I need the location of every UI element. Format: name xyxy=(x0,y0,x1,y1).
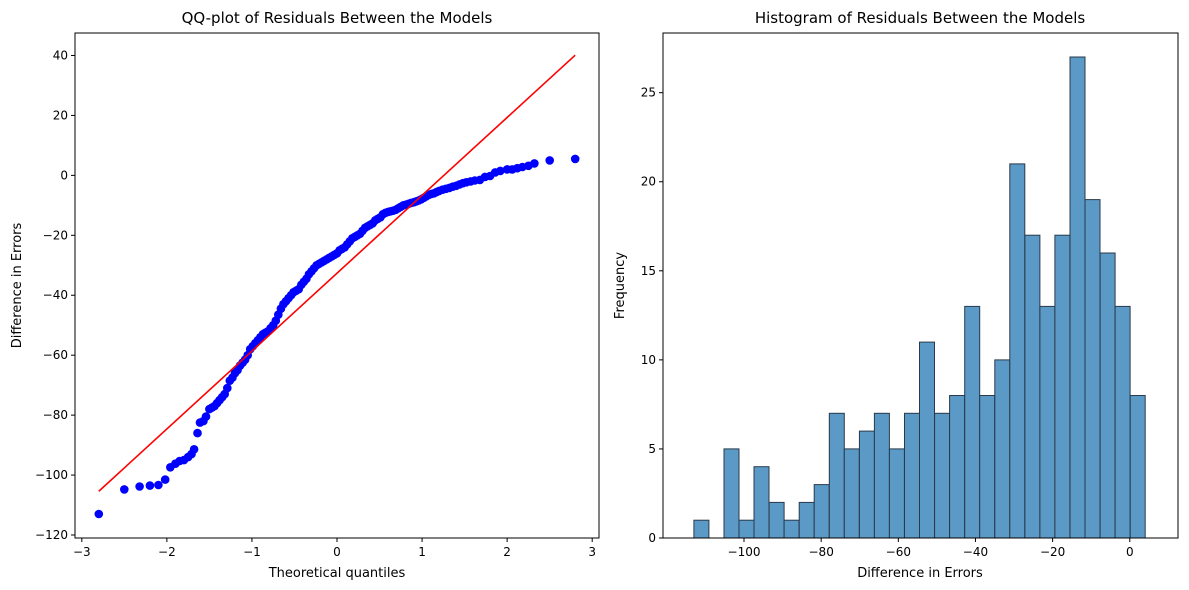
qq-point xyxy=(193,428,202,438)
qq-y-axis-label: Difference in Errors xyxy=(10,222,25,348)
qq-x-tick-label: −1 xyxy=(243,545,261,559)
hist-x-tick-label: −60 xyxy=(886,545,911,559)
qq-y-tick-label: −60 xyxy=(43,348,68,362)
qq-y-ticks: −120 −100 −80 −60 −40 −20 0 20 40 xyxy=(35,48,75,542)
hist-y-tick-label: 5 xyxy=(648,442,656,456)
hist-bar xyxy=(949,395,966,539)
hist-x-tick-label: −80 xyxy=(809,545,834,559)
hist-bar xyxy=(1039,305,1056,539)
qq-point xyxy=(496,166,505,176)
qq-point xyxy=(570,154,580,164)
hist-bar xyxy=(843,448,860,539)
hist-x-tick-label: −20 xyxy=(1040,545,1065,559)
hist-bar xyxy=(753,466,770,539)
qq-x-ticks: −3 −2 −1 0 1 2 3 xyxy=(73,538,596,559)
hist-x-ticks: −100 −80 −60 −40 −20 0 xyxy=(728,538,1134,559)
hist-bar xyxy=(1054,234,1071,539)
qq-y-tick-label: −40 xyxy=(43,288,68,302)
hist-bar xyxy=(1009,163,1026,539)
qq-x-tick-label: 2 xyxy=(503,545,511,559)
hist-y-ticks: 0 5 10 15 20 25 xyxy=(641,86,663,545)
hist-title: Histogram of Residuals Between the Model… xyxy=(755,9,1086,27)
qq-y-tick-label: 20 xyxy=(53,108,68,122)
hist-bar xyxy=(904,412,920,539)
hist-y-tick-label: 10 xyxy=(641,353,656,367)
qq-axes-frame xyxy=(74,32,600,539)
qq-reference-line xyxy=(98,54,576,492)
qq-point xyxy=(120,485,129,494)
qq-point xyxy=(530,159,539,168)
hist-bar xyxy=(783,519,800,539)
qq-point xyxy=(545,156,554,165)
qq-y-tick-label: −120 xyxy=(35,528,68,542)
qq-point xyxy=(201,412,211,421)
hist-bar xyxy=(798,501,815,539)
qq-x-axis-label: Theoretical quantiles xyxy=(268,566,406,581)
hist-bar xyxy=(979,395,996,539)
qq-point xyxy=(154,480,163,490)
hist-bar xyxy=(858,430,875,539)
hist-bar xyxy=(1069,56,1086,539)
qq-title: QQ-plot of Residuals Between the Models xyxy=(182,9,493,27)
qq-plot-area xyxy=(94,54,580,519)
hist-bar xyxy=(888,448,905,539)
hist-axes-frame xyxy=(662,32,1179,539)
hist-bar xyxy=(994,359,1011,539)
hist-y-tick-label: 15 xyxy=(641,264,656,278)
hist-y-axis-label: Frequency xyxy=(613,252,628,319)
hist-bar xyxy=(1129,395,1146,539)
qq-point xyxy=(160,475,170,484)
hist-bar xyxy=(1099,252,1116,539)
hist-x-axis-label: Difference in Errors xyxy=(857,566,983,581)
hist-y-tick-label: 0 xyxy=(648,531,656,545)
histogram: Histogram of Residuals Between the Model… xyxy=(613,9,1179,581)
qq-point xyxy=(94,509,104,519)
qq-y-tick-label: −100 xyxy=(35,468,68,482)
qq-point xyxy=(189,445,199,454)
qq-point xyxy=(223,383,232,393)
hist-bar xyxy=(813,484,830,539)
hist-x-tick-label: −100 xyxy=(728,545,761,559)
qq-y-tick-label: 40 xyxy=(53,48,68,62)
hist-bar xyxy=(768,501,785,539)
qq-x-tick-label: 0 xyxy=(333,545,341,559)
hist-bar xyxy=(873,412,890,539)
hist-bar xyxy=(723,448,740,539)
qq-x-tick-label: 3 xyxy=(588,545,596,559)
hist-bar xyxy=(1084,199,1101,539)
qq-x-tick-label: −3 xyxy=(73,545,91,559)
hist-bar xyxy=(919,341,935,539)
hist-bar xyxy=(1114,305,1131,539)
hist-y-tick-label: 25 xyxy=(641,86,656,100)
hist-bar xyxy=(964,305,981,539)
hist-plot-area xyxy=(693,56,1146,539)
qq-y-tick-label: −80 xyxy=(43,408,68,422)
hist-y-tick-label: 20 xyxy=(641,175,656,189)
hist-bar xyxy=(934,412,951,539)
qq-x-tick-label: 1 xyxy=(418,545,426,559)
hist-bar xyxy=(738,519,755,539)
qq-x-tick-label: −2 xyxy=(158,545,176,559)
hist-x-tick-label: −40 xyxy=(963,545,988,559)
qq-plot: QQ-plot of Residuals Between the Models … xyxy=(10,9,600,581)
qq-point xyxy=(135,482,144,491)
hist-bar xyxy=(1024,234,1041,539)
qq-y-tick-label: 0 xyxy=(60,168,68,182)
hist-x-tick-label: 0 xyxy=(1126,545,1134,559)
hist-bar xyxy=(828,412,845,539)
hist-bar xyxy=(693,519,710,539)
qq-point xyxy=(145,481,155,490)
qq-y-tick-label: −20 xyxy=(43,228,68,242)
